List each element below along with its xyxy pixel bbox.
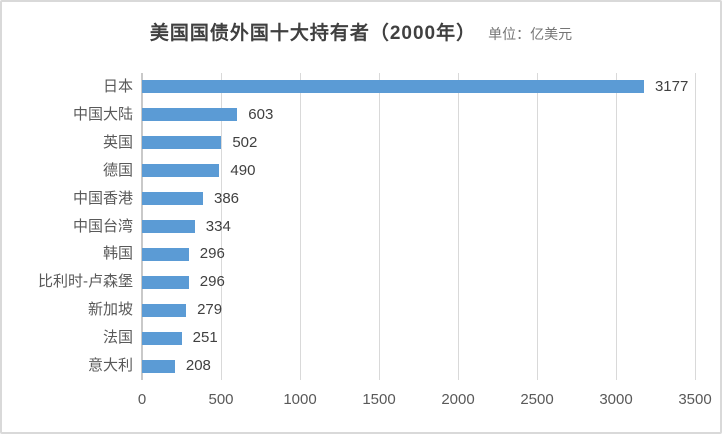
bar xyxy=(142,80,644,94)
category-label: 中国台湾 xyxy=(72,217,133,235)
x-axis-tick-label: 500 xyxy=(208,391,234,408)
value-label: 386 xyxy=(213,189,240,207)
gridline xyxy=(300,73,301,380)
x-axis-tick-label: 2000 xyxy=(441,391,475,408)
value-label: 251 xyxy=(192,329,218,347)
value-label: 296 xyxy=(199,273,225,291)
bar xyxy=(142,164,220,178)
bar-row: 502 xyxy=(142,129,695,157)
unit-label: 单位：亿美元 xyxy=(488,26,573,42)
category-label: 法国 xyxy=(102,329,133,347)
bar xyxy=(142,331,182,345)
chart-header: 美国国债外国十大持有者（2000年） 单位：亿美元 xyxy=(2,18,720,45)
value-label: 279 xyxy=(197,301,223,319)
bar xyxy=(142,359,175,373)
category-label: 中国香港 xyxy=(72,189,133,207)
x-axis-tick-label: 1500 xyxy=(362,391,396,408)
bar-row: 279 xyxy=(142,296,695,324)
gridline xyxy=(616,73,617,380)
gridline xyxy=(695,73,696,380)
category-label: 英国 xyxy=(102,133,133,151)
bar xyxy=(142,108,238,122)
bar xyxy=(142,136,222,150)
gridline xyxy=(379,73,380,380)
bar-row: 490 xyxy=(142,157,695,185)
value-label: 3177 xyxy=(654,78,689,95)
category-label: 德国 xyxy=(102,161,133,179)
value-label: 334 xyxy=(205,217,231,235)
value-label: 208 xyxy=(185,357,211,375)
value-label: 603 xyxy=(248,105,274,123)
bar xyxy=(142,303,187,317)
category-label: 新加坡 xyxy=(87,301,133,319)
category-label: 中国大陆 xyxy=(72,105,133,123)
x-axis-tick-label: 1000 xyxy=(283,391,317,408)
bar-row: 296 xyxy=(142,240,695,268)
bar xyxy=(142,247,189,261)
gridline xyxy=(221,73,222,380)
value-label: 490 xyxy=(230,161,256,179)
category-label: 韩国 xyxy=(102,245,133,263)
category-label: 日本 xyxy=(102,78,133,95)
plot-area: 3177 603 502 490 386 334 296 296 279 251 208 xyxy=(141,73,696,380)
x-axis-tick-label: 3500 xyxy=(678,391,712,408)
category-label: 比利时-卢森堡 xyxy=(38,273,133,291)
bar xyxy=(142,219,195,233)
bar-row: 251 xyxy=(142,324,695,352)
x-axis-tick-label: 0 xyxy=(137,391,147,408)
x-axis-tick-label: 3000 xyxy=(599,391,633,408)
gridline xyxy=(537,73,538,380)
x-axis-tick-label: 2500 xyxy=(520,391,554,408)
bar-row: 386 xyxy=(142,185,695,213)
bar-row: 3177 xyxy=(142,73,695,101)
bar-row: 208 xyxy=(142,352,695,380)
bar xyxy=(142,192,203,206)
gridline xyxy=(458,73,459,380)
bar xyxy=(142,275,189,289)
chart-title: 美国国债外国十大持有者（2000年） xyxy=(149,23,477,44)
bar-row: 603 xyxy=(142,101,695,129)
value-label: 502 xyxy=(232,133,258,151)
bar-row: 296 xyxy=(142,268,695,296)
category-label: 意大利 xyxy=(87,357,133,375)
bar-row: 334 xyxy=(142,213,695,241)
value-label: 296 xyxy=(199,245,225,263)
